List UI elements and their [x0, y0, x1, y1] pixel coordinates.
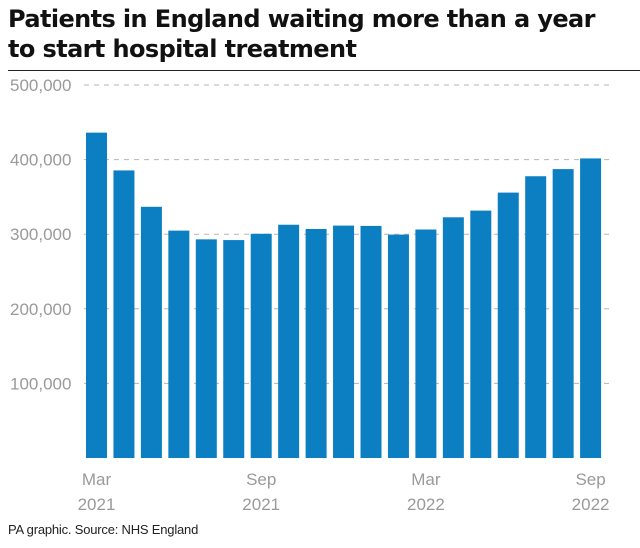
bar-chart: 100,000 200,000 300,000 400,000 500,000 Mar 2… [10, 76, 610, 514]
bar-mar-2022 [415, 229, 437, 458]
x-tick-month: Sep [246, 470, 276, 489]
bar-jan-2022 [360, 225, 382, 458]
y-tick-label: 200,000 [10, 300, 71, 319]
y-tick-label: 300,000 [10, 225, 71, 244]
x-tick-year: 2021 [242, 495, 280, 514]
y-tick-label: 100,000 [10, 374, 71, 393]
bar-aug-2022 [552, 169, 574, 459]
y-tick-label: 500,000 [10, 76, 71, 95]
bar-mar-2021 [86, 132, 107, 458]
bar-apr-2021 [113, 170, 135, 459]
bar-jul-2021 [195, 239, 217, 458]
bar-may-2021 [140, 206, 162, 458]
y-tick-label: 400,000 [10, 151, 71, 170]
source-note: PA graphic. Source: NHS England [8, 522, 199, 537]
x-tick-year: 2022 [407, 495, 445, 514]
x-axis-labels: Mar 2021 Sep 2021 Mar 2022 Sep 2022 [78, 470, 610, 514]
bars [86, 132, 602, 459]
bar-may-2022 [470, 210, 492, 458]
bar-dec-2021 [333, 225, 355, 458]
x-tick-month: Mar [82, 470, 112, 489]
bar-aug-2021 [223, 240, 245, 458]
bar-feb-2022 [387, 234, 409, 458]
title-divider [8, 70, 640, 71]
bar-jul-2022 [525, 176, 547, 459]
bar-nov-2021 [305, 228, 327, 458]
x-tick-year: 2021 [78, 495, 116, 514]
bar-sep-2022 [580, 158, 602, 458]
bar-jun-2022 [497, 192, 519, 458]
chart-title: Patients in England waiting more than a … [8, 5, 595, 63]
bar-oct-2021 [278, 224, 300, 458]
y-axis-labels: 100,000 200,000 300,000 400,000 500,000 [10, 76, 71, 393]
bar-apr-2022 [442, 217, 464, 458]
x-tick-year: 2022 [572, 495, 610, 514]
bar-jun-2021 [168, 230, 190, 458]
bar-sep-2021 [250, 233, 272, 458]
x-tick-month: Mar [411, 470, 441, 489]
x-tick-month: Sep [575, 470, 605, 489]
